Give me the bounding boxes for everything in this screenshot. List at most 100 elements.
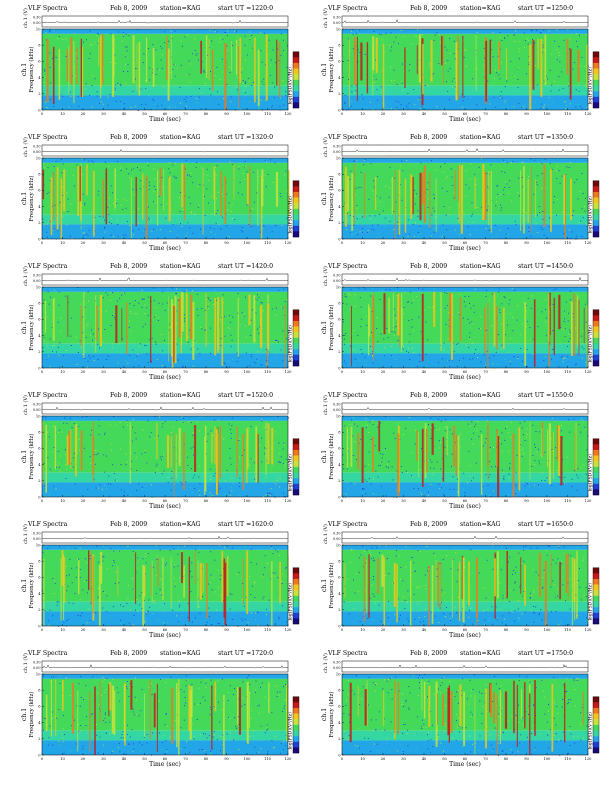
noise-speck [476,104,478,106]
noise-speck [71,237,73,239]
noise-speck [111,223,113,225]
noise-speck [501,225,503,227]
y-tick-label: 4 [38,76,41,80]
start-time-text: start UT =1650:0 [518,521,574,528]
noise-speck [355,90,357,92]
noise-speck [422,206,423,208]
y-tick-label: 10 [336,156,341,160]
noise-speck [96,33,98,34]
noise-speck [504,439,506,441]
noise-speck [469,322,470,324]
noise-speck [172,287,173,289]
y-tick-label: 0 [338,237,341,241]
noise-speck [215,213,217,214]
noise-speck [384,347,386,349]
sferic-streak [44,300,47,333]
x-tick-label: 20 [81,112,86,116]
noise-speck [351,100,353,102]
noise-speck [533,589,535,591]
noise-speck [201,416,203,418]
noise-speck [117,81,119,83]
noise-speck [518,73,520,75]
noise-speck [352,455,354,456]
noise-speck [218,89,220,91]
noise-speck [537,326,539,328]
y-tick-label: 2 [38,608,40,612]
noise-speck [57,229,59,231]
sferic-streak [560,436,563,486]
noise-speck [389,44,391,46]
noise-speck [508,494,510,495]
sferic-streak [382,43,385,110]
noise-speck [78,425,80,427]
noise-speck [444,427,446,428]
noise-speck [257,611,259,613]
sferic-streak [80,163,82,230]
noise-speck [391,331,393,332]
noise-speck [491,65,493,66]
sferic-streak [183,565,185,598]
noise-speck [280,195,282,197]
noise-speck [136,313,138,315]
noise-speck [439,443,441,445]
noise-speck [418,97,420,99]
noise-speck [348,306,350,308]
noise-speck [370,180,371,182]
sferic-streak [114,168,116,209]
sferic-streak [88,550,90,591]
noise-speck [560,356,562,358]
colorbar-segment [593,180,599,187]
noise-speck [484,365,486,367]
noise-speck [119,343,121,345]
noise-speck [499,95,501,97]
noise-speck [147,162,148,164]
noise-speck [57,49,59,51]
x-tick-label: 80 [204,241,209,245]
noise-speck [447,338,449,340]
noise-speck [368,451,370,453]
noise-speck [538,484,540,486]
noise-speck [171,168,173,170]
sferic-streak [527,178,529,223]
noise-speck [458,560,459,562]
y-tick-label: 10 [336,285,341,289]
noise-speck [107,202,109,204]
noise-speck [416,611,418,613]
noise-speck [451,359,453,361]
noise-speck [377,423,379,424]
noise-speck [281,350,283,352]
noise-speck [449,488,451,490]
waveform-trace [341,535,589,540]
colorbar-segment [293,208,299,215]
noise-speck [530,98,532,100]
noise-speck [101,435,102,436]
sferic-streak [520,170,522,231]
noise-speck [569,438,570,440]
noise-speck [167,477,169,479]
noise-speck [114,583,116,585]
noise-speck [408,301,410,303]
noise-speck [266,161,267,163]
noise-speck [582,330,584,332]
noise-speck [353,417,355,419]
noise-speck [449,613,451,615]
noise-speck [548,30,550,32]
noise-speck [63,606,65,607]
noise-speck [86,366,88,368]
noise-speck [415,195,417,197]
noise-speck [175,292,177,294]
noise-speck [420,331,422,333]
noise-speck [425,321,427,323]
colorbar-segment [593,354,599,361]
x-tick-label: 0 [41,628,44,632]
noise-speck [212,31,214,32]
noise-speck [267,563,269,564]
noise-speck [264,447,265,449]
noise-speck [167,288,169,290]
sferic-streak [132,35,135,84]
noise-speck [349,294,351,296]
noise-speck [285,38,286,40]
noise-speck [421,106,423,108]
colorbar-segment [293,595,299,602]
noise-speck [73,457,75,459]
